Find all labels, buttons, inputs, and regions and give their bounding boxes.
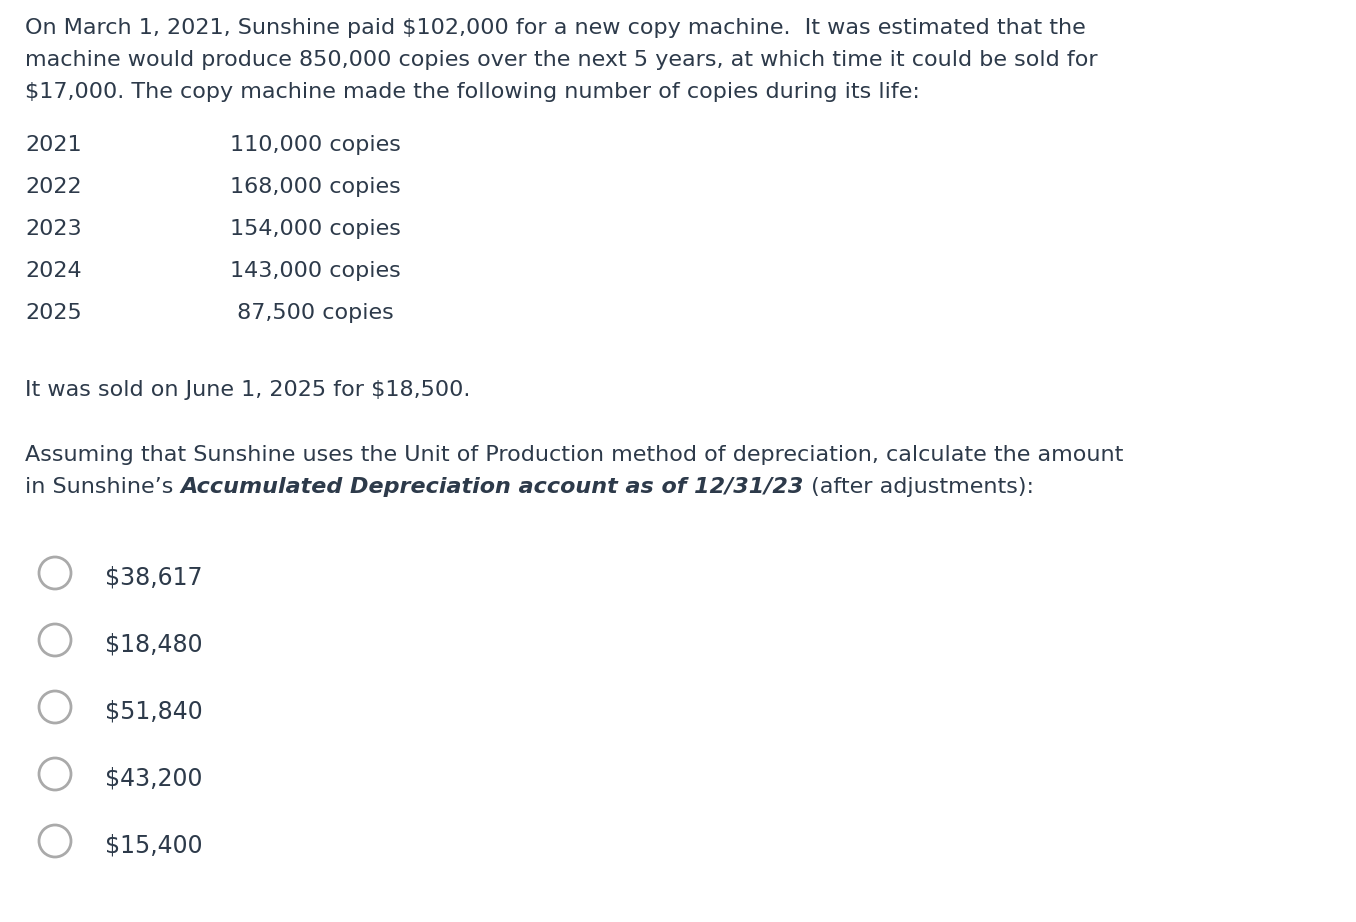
Text: $17,000. The copy machine made the following number of copies during its life:: $17,000. The copy machine made the follo…	[24, 82, 919, 102]
Text: 110,000 copies: 110,000 copies	[231, 135, 401, 155]
Text: 2022: 2022	[24, 177, 81, 197]
Text: machine would produce 850,000 copies over the next 5 years, at which time it cou: machine would produce 850,000 copies ove…	[24, 50, 1097, 70]
Text: $51,840: $51,840	[104, 699, 203, 723]
Text: $38,617: $38,617	[104, 565, 202, 589]
Text: (after adjustments):: (after adjustments):	[804, 477, 1033, 497]
Text: 168,000 copies: 168,000 copies	[231, 177, 401, 197]
Text: $43,200: $43,200	[104, 766, 202, 790]
Text: $18,480: $18,480	[104, 632, 202, 656]
Text: 87,500 copies: 87,500 copies	[231, 303, 393, 323]
Text: It was sold on June 1, 2025 for $18,500.: It was sold on June 1, 2025 for $18,500.	[24, 380, 471, 400]
Text: in Sunshine’s: in Sunshine’s	[24, 477, 180, 497]
Text: 143,000 copies: 143,000 copies	[231, 261, 401, 281]
Text: $15,400: $15,400	[104, 833, 202, 857]
Text: 2023: 2023	[24, 219, 81, 239]
Text: 154,000 copies: 154,000 copies	[231, 219, 401, 239]
Text: Assuming that Sunshine uses the Unit of Production method of depreciation, calcu: Assuming that Sunshine uses the Unit of …	[24, 445, 1123, 465]
Text: 2024: 2024	[24, 261, 81, 281]
Text: On March 1, 2021, Sunshine paid $102,000 for a new copy machine.  It was estimat: On March 1, 2021, Sunshine paid $102,000…	[24, 18, 1086, 38]
Text: 2021: 2021	[24, 135, 81, 155]
Text: 2025: 2025	[24, 303, 81, 323]
Text: Accumulated Depreciation account as of 12/31/23: Accumulated Depreciation account as of 1…	[180, 477, 804, 497]
